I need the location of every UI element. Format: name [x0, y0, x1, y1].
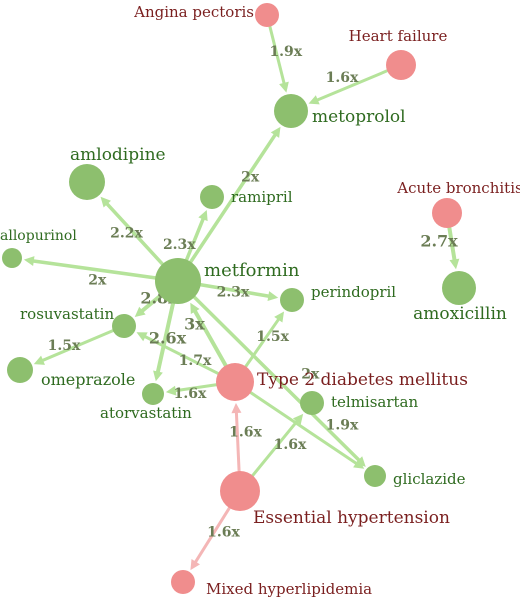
edge-angina-metoprolol [268, 25, 287, 89]
node-label-hypertension: Essential hypertension [253, 508, 450, 528]
edge-t2dm-rosuvastatin [140, 333, 220, 375]
edge-metformin-amlodipine [102, 199, 165, 266]
edge-label-t2dm-gliclazide: 1.9x [326, 418, 359, 434]
arrowhead-hypertension-telmisartan [292, 413, 304, 425]
edge-t2dm-metformin [191, 305, 228, 368]
node-labels-layer: Angina pectoris Heart failure metoprolol am… [0, 3, 520, 598]
edge-label-metformin-ramipril: 2.3x [163, 237, 196, 253]
node-telmisartan[interactable] [300, 391, 324, 415]
edge-metformin-allopurinol [28, 258, 157, 280]
node-perindopril[interactable] [280, 288, 304, 312]
arrowhead-t2dm-gliclazide [353, 459, 365, 469]
node-heartfailure[interactable] [386, 50, 416, 80]
arrowhead-rosuvastatin-omeprazole [33, 355, 45, 365]
edge-label-t2dm-rosuvastatin: 1.7x [179, 353, 212, 369]
arrowhead-hypertension-hyperlipidemia [190, 559, 200, 571]
edge-label-metformin-amlodipine: 2.2x [110, 226, 143, 242]
node-t2dm[interactable] [216, 363, 254, 401]
arrowhead-angina-metoprolol [279, 81, 289, 93]
edge-metformin-ramipril [184, 213, 207, 262]
node-label-atorvastatin: atorvastatin [100, 404, 192, 422]
edge-label-angina-metoprolol: 1.9x [269, 44, 302, 60]
edge-label-rosuvastatin-omeprazole: 1.5x [48, 338, 81, 354]
arrowhead-acutebronchitis-amoxicillin [449, 258, 460, 270]
edges-layer [23, 25, 460, 571]
edge-t2dm-perindopril [244, 314, 283, 368]
node-label-omeprazole: omeprazole [41, 370, 135, 389]
node-metformin[interactable] [155, 258, 201, 304]
edge-hypertension-t2dm [234, 407, 241, 473]
node-label-rosuvastatin: rosuvastatin [20, 305, 114, 323]
edge-label-heartfailure-metoprolol: 1.6x [326, 70, 359, 86]
node-atorvastatin[interactable] [142, 383, 164, 405]
arrowhead-t2dm-atorvastatin [165, 385, 177, 396]
edge-t2dm-atorvastatin [170, 383, 218, 393]
edge-label-metformin-gliclazide: 2x [301, 366, 320, 382]
edge-label-metformin-atorvastatin: 2.6x [149, 329, 187, 348]
node-label-acutebronchitis: Acute bronchitis [396, 179, 520, 197]
edge-label-t2dm-perindopril: 1.5x [256, 329, 289, 345]
node-label-t2dm: Type 2 diabetes mellitus [257, 370, 468, 390]
node-rosuvastatin[interactable] [112, 314, 136, 338]
edge-heartfailure-metoprolol [312, 69, 389, 103]
edge-label-metformin-allopurinol: 2x [88, 273, 107, 289]
arrowhead-heartfailure-metoprolol [308, 95, 320, 105]
node-label-perindopril: perindopril [311, 283, 396, 301]
edge-label-hypertension-t2dm: 1.6x [229, 425, 262, 441]
arrowhead-metformin-amlodipine [100, 196, 111, 208]
edge-label-metformin-perindopril: 2.3x [217, 285, 250, 301]
node-angina[interactable] [255, 3, 279, 27]
node-label-hyperlipidemia: Mixed hyperlipidemia [206, 580, 372, 598]
node-label-metoprolol: metoprolol [312, 107, 406, 127]
arrowhead-metformin-ramipril [198, 209, 208, 222]
arrowhead-metformin-atorvastatin [153, 370, 163, 382]
edge-metformin-gliclazide [192, 295, 364, 465]
edge-rosuvastatin-omeprazole [37, 329, 115, 364]
node-ramipril[interactable] [200, 185, 224, 209]
edge-metformin-perindopril [198, 283, 275, 299]
node-hypertension[interactable] [220, 471, 260, 511]
arrowhead-hypertension-t2dm [231, 402, 242, 414]
node-hyperlipidemia[interactable] [171, 570, 195, 594]
node-label-telmisartan: telmisartan [331, 393, 419, 411]
node-omeprazole[interactable] [7, 357, 33, 383]
node-amoxicillin[interactable] [442, 271, 476, 305]
node-label-amoxicillin: amoxicillin [413, 304, 507, 324]
edge-label-acutebronchitis-amoxicillin: 2.7x [420, 232, 458, 251]
edge-labels-layer: 1.9x1.6x2x2.2x2.3x2x2.3x2.8x2.6x2x3x1.7x… [48, 44, 459, 540]
edge-acutebronchitis-amoxicillin [447, 225, 458, 266]
arrowhead-t2dm-rosuvastatin [136, 332, 148, 342]
edge-label-metformin-metoprolol: 2x [241, 170, 260, 186]
arrowhead-metformin-allopurinol [23, 256, 35, 266]
node-amlodipine[interactable] [69, 164, 105, 200]
node-label-metformin: metformin [204, 260, 300, 281]
edge-metformin-rosuvastatin [137, 293, 163, 316]
edge-t2dm-gliclazide [249, 391, 361, 467]
edge-metformin-metoprolol [188, 130, 279, 264]
edge-metformin-atorvastatin [155, 301, 176, 378]
arrowhead-metformin-metoprolol [270, 126, 281, 138]
edge-hypertension-hyperlipidemia [192, 506, 231, 567]
node-label-amlodipine: amlodipine [70, 145, 166, 165]
arrowhead-t2dm-metformin [190, 302, 200, 314]
node-label-gliclazide: gliclazide [393, 470, 466, 488]
edge-label-t2dm-atorvastatin: 1.6x [174, 386, 207, 402]
nodes-layer [2, 3, 476, 594]
edge-label-t2dm-metformin: 3x [184, 315, 205, 334]
node-gliclazide[interactable] [364, 465, 386, 487]
node-allopurinol[interactable] [2, 248, 22, 268]
arrowhead-metformin-perindopril [267, 291, 279, 301]
arrowhead-t2dm-perindopril [274, 311, 285, 323]
node-label-ramipril: ramipril [231, 188, 293, 206]
node-label-heartfailure: Heart failure [349, 27, 448, 45]
node-acutebronchitis[interactable] [432, 198, 462, 228]
edge-hypertension-telmisartan [251, 416, 301, 478]
edge-label-hypertension-telmisartan: 1.6x [274, 437, 307, 453]
node-label-allopurinol: allopurinol [0, 228, 77, 244]
edge-label-hypertension-hyperlipidemia: 1.6x [207, 525, 240, 541]
arrowhead-metformin-rosuvastatin [134, 306, 146, 318]
node-label-angina: Angina pectoris [133, 3, 254, 21]
node-metoprolol[interactable] [274, 94, 308, 128]
